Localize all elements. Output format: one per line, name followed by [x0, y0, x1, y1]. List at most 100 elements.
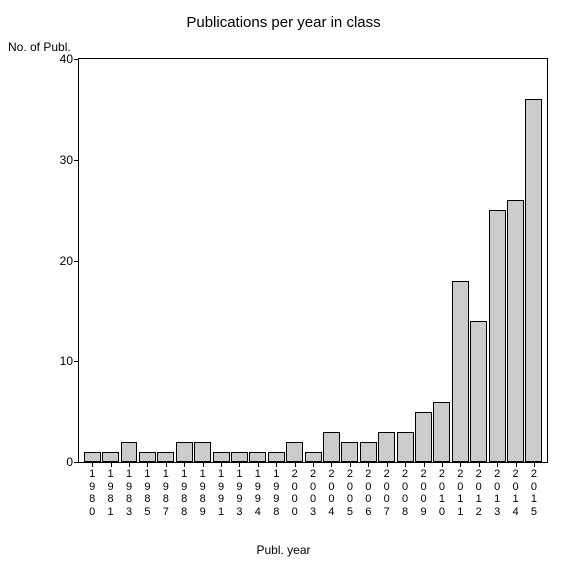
bar-slot: 1991: [212, 59, 230, 462]
xtick-mark: [239, 462, 240, 467]
xtick-label: 1980: [87, 468, 97, 519]
xtick-label: 2010: [437, 468, 447, 519]
xtick-mark: [295, 462, 296, 467]
xtick-mark: [387, 462, 388, 467]
bar-slot: 2007: [378, 59, 396, 462]
bars-group: 1980198119831985198719881989199119931994…: [79, 59, 547, 462]
xtick-label: 2015: [529, 468, 539, 519]
xtick-label: 1991: [216, 468, 226, 519]
bar-slot: 2010: [433, 59, 451, 462]
xtick-mark: [442, 462, 443, 467]
xtick-mark: [166, 462, 167, 467]
bar: [415, 412, 432, 462]
bar-slot: 1994: [249, 59, 267, 462]
bar: [102, 452, 119, 462]
bar: [268, 452, 285, 462]
bar: [341, 442, 358, 462]
xtick-label: 1994: [253, 468, 263, 519]
bar-slot: 2006: [359, 59, 377, 462]
bar-slot: 1988: [175, 59, 193, 462]
xtick-label: 2005: [345, 468, 355, 519]
plot-area: 010203040 198019811983198519871988198919…: [78, 58, 548, 463]
bar-slot: 1987: [157, 59, 175, 462]
xtick-mark: [129, 462, 130, 467]
xtick-mark: [313, 462, 314, 467]
bar: [121, 442, 138, 462]
bar-slot: 2005: [341, 59, 359, 462]
bar: [249, 452, 266, 462]
bar: [323, 432, 340, 462]
bar-slot: 1998: [267, 59, 285, 462]
xtick-label: 2007: [382, 468, 392, 519]
xtick-label: 1998: [271, 468, 281, 519]
bar-slot: 2000: [285, 59, 303, 462]
xtick-label: 2000: [290, 468, 300, 519]
bar-slot: 2014: [506, 59, 524, 462]
bar: [360, 442, 377, 462]
x-axis-label: Publ. year: [0, 543, 567, 557]
bar-slot: 1981: [101, 59, 119, 462]
bar: [470, 321, 487, 462]
xtick-label: 1981: [106, 468, 116, 519]
xtick-mark: [479, 462, 480, 467]
bar: [378, 432, 395, 462]
bar-slot: 1980: [83, 59, 101, 462]
xtick-mark: [92, 462, 93, 467]
xtick-mark: [258, 462, 259, 467]
xtick-mark: [203, 462, 204, 467]
bar-slot: 2004: [322, 59, 340, 462]
bar: [305, 452, 322, 462]
xtick-mark: [221, 462, 222, 467]
bar: [84, 452, 101, 462]
bar-slot: 1989: [193, 59, 211, 462]
xtick-mark: [111, 462, 112, 467]
xtick-mark: [331, 462, 332, 467]
bar: [157, 452, 174, 462]
bar: [397, 432, 414, 462]
xtick-mark: [497, 462, 498, 467]
bar: [213, 452, 230, 462]
xtick-label: 1983: [124, 468, 134, 519]
ytick-mark: [74, 462, 79, 463]
bar: [194, 442, 211, 462]
xtick-label: 2012: [474, 468, 484, 519]
bar: [139, 452, 156, 462]
xtick-label: 2004: [326, 468, 336, 519]
xtick-label: 1989: [198, 468, 208, 519]
xtick-label: 1987: [161, 468, 171, 519]
bar-slot: 2015: [525, 59, 543, 462]
bar-slot: 2008: [396, 59, 414, 462]
bar-slot: 2013: [488, 59, 506, 462]
chart-title: Publications per year in class: [0, 14, 567, 31]
xtick-mark: [276, 462, 277, 467]
bar: [433, 402, 450, 462]
xtick-mark: [534, 462, 535, 467]
bar-slot: 1983: [120, 59, 138, 462]
xtick-mark: [405, 462, 406, 467]
bar: [231, 452, 248, 462]
bar-slot: 2009: [414, 59, 432, 462]
bar-slot: 2003: [304, 59, 322, 462]
xtick-label: 1988: [179, 468, 189, 519]
bar-slot: 2012: [470, 59, 488, 462]
xtick-mark: [147, 462, 148, 467]
bar-slot: 1993: [230, 59, 248, 462]
xtick-label: 2009: [419, 468, 429, 519]
xtick-mark: [460, 462, 461, 467]
bar: [286, 442, 303, 462]
xtick-label: 2011: [455, 468, 465, 519]
xtick-label: 1993: [234, 468, 244, 519]
xtick-label: 2013: [492, 468, 502, 519]
xtick-label: 2003: [308, 468, 318, 519]
xtick-mark: [184, 462, 185, 467]
bar: [452, 281, 469, 462]
xtick-mark: [516, 462, 517, 467]
bar: [525, 99, 542, 462]
bar: [176, 442, 193, 462]
xtick-mark: [350, 462, 351, 467]
bar-slot: 2011: [451, 59, 469, 462]
xtick-label: 2014: [511, 468, 521, 519]
xtick-mark: [424, 462, 425, 467]
xtick-label: 2006: [363, 468, 373, 519]
bar: [507, 200, 524, 462]
